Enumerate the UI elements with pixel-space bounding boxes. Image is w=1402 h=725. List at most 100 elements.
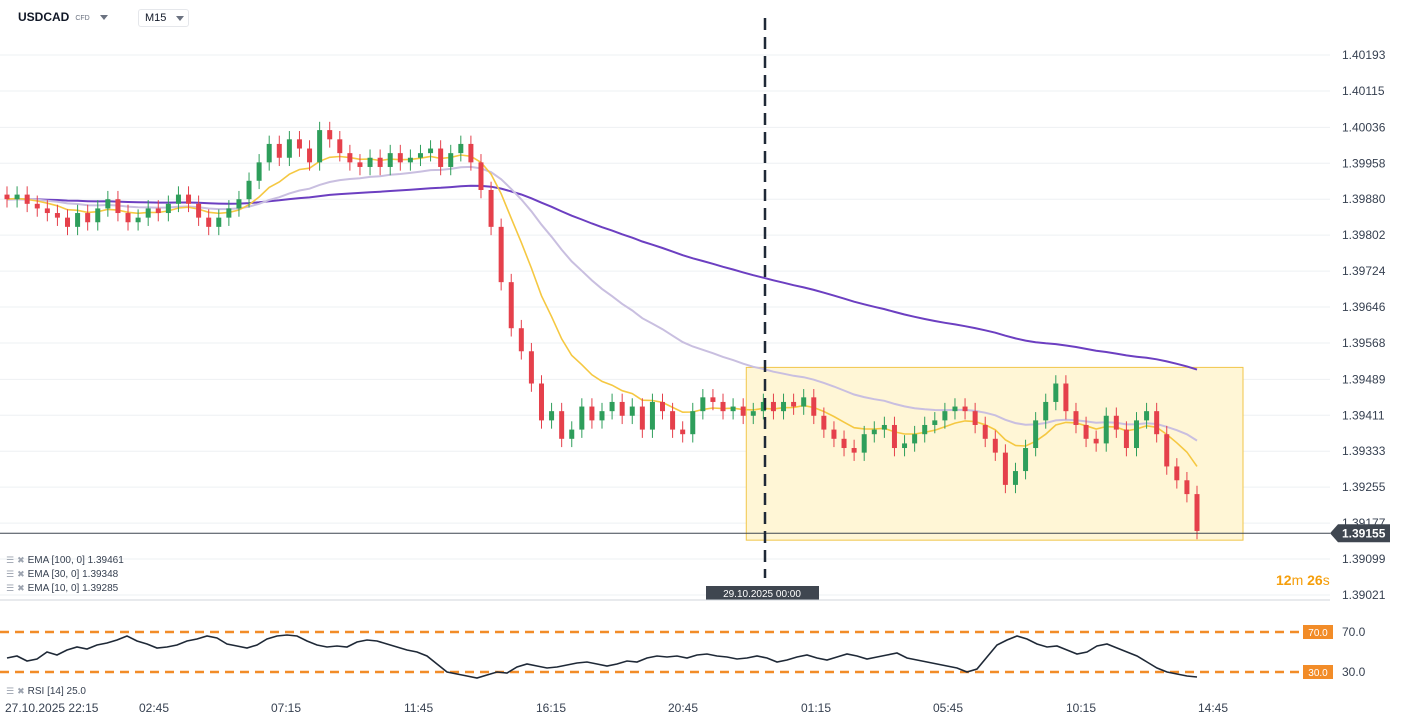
candle-body [942, 411, 948, 421]
price-tick-label: 1.39568 [1342, 336, 1386, 350]
symbol-name[interactable]: USDCAD [18, 10, 70, 24]
price-tick-label: 1.39099 [1342, 552, 1386, 566]
candle-body [770, 401, 776, 412]
candle-body [1043, 401, 1049, 421]
candle-body [44, 208, 50, 214]
close-icon[interactable]: ✖ [17, 686, 25, 696]
candle-body [438, 148, 444, 167]
candle-body [841, 438, 847, 449]
close-icon[interactable]: ✖ [17, 569, 25, 579]
close-icon[interactable]: ✖ [17, 555, 25, 565]
rsi-level-tag [1303, 625, 1333, 639]
ema30-line [6, 165, 1198, 442]
price-tick-label: 1.40115 [1342, 84, 1385, 98]
candle-body [740, 406, 746, 416]
legend-rsi-label: RSI [14] 25.0 [27, 686, 86, 697]
candle-body [851, 448, 857, 453]
candle-body [367, 157, 373, 167]
candle-body [75, 213, 81, 227]
time-tick-label: 14:45 [1198, 701, 1228, 715]
candle-body [1053, 383, 1059, 402]
candle-body [922, 424, 928, 435]
candle-body [1194, 494, 1200, 531]
candle-body [1083, 424, 1089, 439]
settings-icon[interactable]: ☰ [6, 569, 15, 579]
candle-body [1073, 411, 1079, 425]
candle-body [639, 406, 645, 430]
date-marker-box [706, 586, 819, 600]
candle-body [821, 415, 827, 430]
candle-body [54, 213, 60, 218]
candle-body [266, 143, 272, 163]
time-tick-label: 11:45 [404, 701, 433, 715]
candle-countdown: 12m 26s [1276, 572, 1330, 588]
candle-body [518, 328, 524, 352]
candle-body [407, 157, 413, 163]
candle-body [629, 406, 635, 416]
price-tick-label: 1.39255 [1342, 480, 1386, 494]
candle-body [912, 434, 918, 444]
price-tick-label: 1.39958 [1342, 156, 1386, 170]
rsi-axis-label: 30.0 [1342, 665, 1366, 679]
price-tick-label: 1.40193 [1342, 48, 1386, 62]
candle-body [609, 401, 615, 412]
candle-body [34, 203, 40, 209]
close-icon[interactable]: ✖ [17, 583, 25, 593]
candle-body [599, 411, 605, 421]
candle-body [347, 153, 353, 163]
candle-body [649, 401, 655, 430]
candle-body [781, 401, 787, 412]
candle-body [276, 143, 282, 158]
candle-body [175, 194, 181, 204]
settings-icon[interactable]: ☰ [6, 555, 15, 565]
ema10-line [6, 154, 1198, 467]
settings-icon[interactable]: ☰ [6, 583, 15, 593]
candle-body [498, 226, 504, 283]
candle-body [549, 411, 555, 421]
candle-body [972, 411, 978, 425]
candle-body [992, 438, 998, 453]
rsi-level-tag [1303, 665, 1333, 679]
candle-body [730, 406, 736, 412]
candle-body [286, 139, 292, 158]
countdown-seconds: 26 [1307, 572, 1323, 588]
candle-body [881, 424, 887, 430]
candle-body [206, 217, 212, 227]
rsi-level-tag-label: 70.0 [1308, 628, 1328, 639]
candle-body [1144, 411, 1150, 421]
candle-body [125, 213, 131, 223]
candle-body [680, 429, 686, 435]
price-tick-label: 1.39880 [1342, 192, 1386, 206]
rsi-line [6, 634, 1198, 679]
candle-body [579, 406, 585, 430]
candle-body [750, 411, 756, 416]
candle-body [145, 208, 151, 218]
candle-body [327, 130, 333, 140]
chevron-down-icon[interactable] [176, 15, 185, 21]
candle-body [397, 153, 403, 163]
candle-body [186, 194, 192, 204]
time-tick-label: 05:45 [933, 701, 963, 715]
candle-body [660, 401, 666, 412]
legend-ema30-label: EMA [30, 0] 1.39348 [27, 569, 119, 580]
candle-body [216, 217, 222, 227]
symbol-selector[interactable]: USDCAD CFD [18, 10, 108, 24]
candle-body [811, 397, 817, 416]
legend-rsi: ☰ ✖ RSI [14] 25.0 [6, 686, 86, 697]
candle-body [871, 429, 877, 435]
candle-body [528, 351, 534, 384]
candle-body [468, 143, 474, 163]
chevron-down-icon[interactable] [99, 14, 108, 20]
candle-body [670, 411, 676, 430]
candle-body [710, 397, 716, 402]
timeframe-selector[interactable]: M15 [138, 9, 190, 27]
candle-body [508, 282, 514, 329]
candle-body [861, 434, 867, 453]
time-tick-label: 27.10.2025 22:15 [5, 701, 99, 715]
candle-body [458, 143, 464, 154]
candle-body [1113, 415, 1119, 430]
candle-body [1023, 448, 1029, 472]
settings-icon[interactable]: ☰ [6, 686, 15, 696]
last-price-label: 1.39155 [1342, 526, 1386, 540]
